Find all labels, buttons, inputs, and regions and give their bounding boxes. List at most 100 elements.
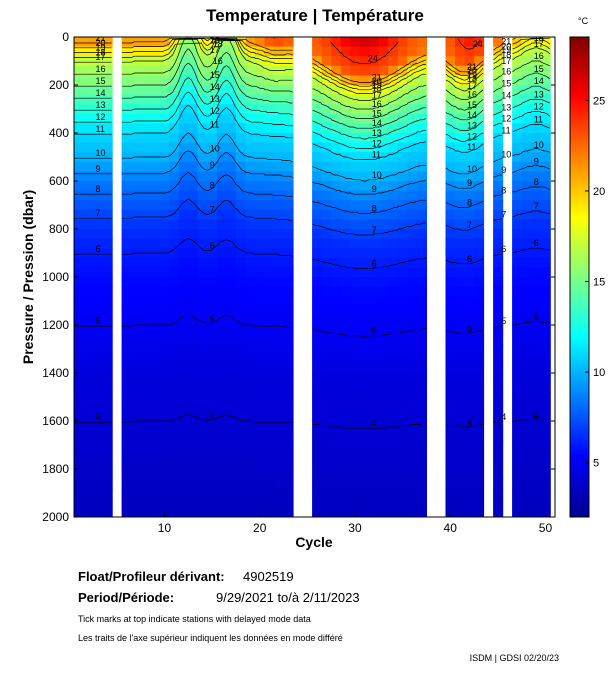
heat-cell	[121, 142, 132, 153]
contour-label: 21	[518, 28, 528, 38]
heat-cell	[474, 325, 485, 336]
heat-cell	[150, 449, 161, 460]
heat-cell	[235, 200, 246, 211]
heat-cell	[178, 46, 189, 57]
heat-cell	[102, 401, 113, 412]
heat-cell	[512, 181, 523, 192]
heat-cell	[255, 104, 266, 115]
heat-cell	[216, 449, 227, 460]
heat-cell	[178, 161, 189, 172]
heat-cell	[445, 181, 456, 192]
heat-cell	[226, 248, 237, 259]
heat-cell	[169, 75, 180, 86]
heat-cell	[359, 171, 370, 182]
heat-cell	[350, 488, 361, 499]
heat-cell	[255, 277, 266, 288]
heat-cell	[245, 325, 256, 336]
heat-cell	[331, 200, 342, 211]
heat-cell	[121, 430, 132, 441]
contour-label: 6	[467, 254, 472, 264]
heat-cell	[397, 209, 408, 220]
heat-cell	[340, 430, 351, 441]
heat-cell	[445, 507, 456, 517]
heat-cell	[121, 469, 132, 480]
heat-cell	[407, 296, 418, 307]
heat-cell	[245, 94, 256, 105]
heat-cell	[540, 334, 551, 345]
heat-cell	[445, 238, 456, 249]
heat-cell	[102, 449, 113, 460]
heat-cell	[93, 488, 104, 499]
profile-column	[83, 37, 94, 517]
heat-cell	[121, 65, 132, 76]
isotherm-line	[122, 39, 293, 71]
heat-cell	[407, 181, 418, 192]
profile-column	[178, 37, 189, 517]
heat-cell	[207, 267, 218, 278]
heat-cell	[216, 190, 227, 201]
heat-cell	[407, 219, 418, 230]
heat-cell	[445, 37, 456, 48]
heat-cell	[416, 430, 427, 441]
heat-cell	[140, 401, 151, 412]
heat-cell	[464, 315, 475, 326]
isotherm-line	[312, 118, 427, 140]
heat-cell	[178, 152, 189, 163]
heat-cell	[274, 56, 285, 67]
heat-cell	[312, 171, 323, 182]
heat-cell	[359, 257, 370, 268]
heat-cell	[512, 382, 523, 393]
heat-cell	[378, 277, 389, 288]
heat-cell	[235, 277, 246, 288]
heat-cell	[312, 161, 323, 172]
heat-cell	[83, 353, 94, 364]
heat-cell	[140, 440, 151, 451]
heat-cell	[245, 296, 256, 307]
isotherm-line	[445, 201, 484, 208]
heat-cell	[331, 507, 342, 517]
heat-cell	[74, 267, 85, 278]
heat-cell	[321, 469, 332, 480]
heat-cell	[378, 142, 389, 153]
heat-cell	[178, 497, 189, 508]
heat-cell	[207, 257, 218, 268]
heat-cell	[378, 190, 389, 201]
heat-cell	[521, 296, 532, 307]
heat-cell	[102, 267, 113, 278]
heat-cell	[83, 152, 94, 163]
heat-cell	[397, 248, 408, 259]
contour-label: 24	[277, 28, 287, 38]
heat-cell	[169, 190, 180, 201]
heat-cell	[283, 85, 294, 96]
heat-cell	[178, 286, 189, 297]
heat-cell	[226, 133, 237, 144]
heat-cell	[416, 392, 427, 403]
heat-cell	[245, 133, 256, 144]
contour-label: 5	[501, 316, 506, 326]
contour-label: 8	[534, 177, 539, 187]
heat-cell	[235, 421, 246, 432]
heat-cell	[388, 440, 399, 451]
heat-cell	[340, 392, 351, 403]
heat-cell	[178, 296, 189, 307]
heat-cell	[521, 440, 532, 451]
heat-cell	[416, 315, 427, 326]
contour-label: 8	[501, 185, 506, 195]
heat-cell	[169, 401, 180, 412]
heat-cell	[407, 209, 418, 220]
heat-cell	[445, 142, 456, 153]
heat-cell	[512, 190, 523, 201]
heat-cell	[388, 315, 399, 326]
heat-cell	[312, 85, 323, 96]
heat-cell	[474, 152, 485, 163]
heat-cell	[464, 181, 475, 192]
contour-label: 8	[467, 197, 472, 207]
heat-cell	[245, 257, 256, 268]
isotherm-line	[122, 238, 293, 257]
heat-cell	[226, 459, 237, 470]
heat-cell	[235, 37, 246, 48]
heat-cell	[188, 497, 199, 508]
heat-cell	[207, 488, 218, 499]
colorbar-tick-label: 5	[593, 458, 599, 470]
heat-cell	[274, 248, 285, 259]
